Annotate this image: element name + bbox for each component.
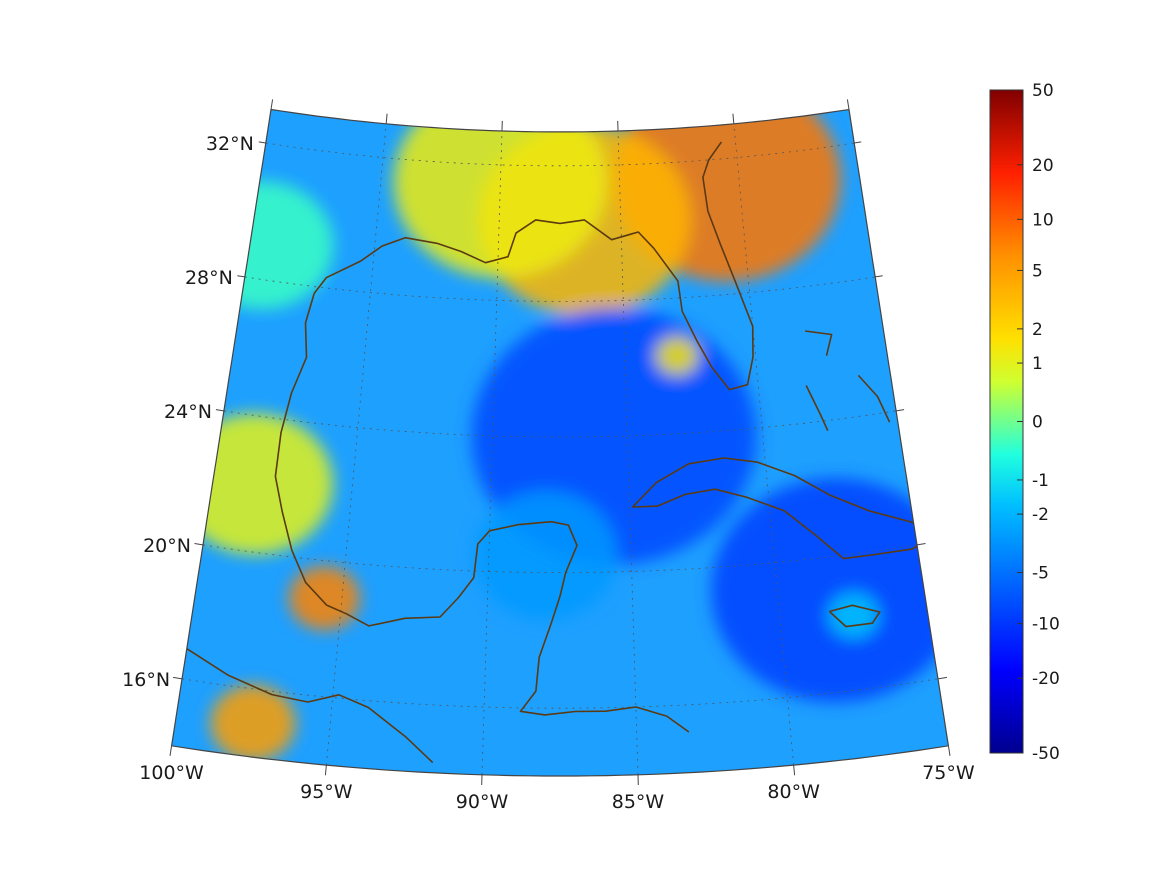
meridian-line <box>325 123 387 766</box>
colorbar-tick-label: 20 <box>1032 156 1054 176</box>
parallel-line <box>265 142 855 167</box>
map-panel: 100°W 95°W 90°W 85°W 80°W 75°W 32°N 28°N 24°N 20… <box>122 99 975 813</box>
lon-tick <box>385 113 388 124</box>
colorbar-tick-label: 0 <box>1032 413 1043 433</box>
lat-tick-label: 24°N <box>164 401 212 423</box>
colorbar-tick-label: 5 <box>1032 261 1043 281</box>
longitude-labels: 100°W 95°W 90°W 85°W 80°W 75°W <box>139 762 975 813</box>
lon-tick-label: 80°W <box>767 781 820 803</box>
field-blob <box>655 336 699 375</box>
parallel-line <box>223 410 897 438</box>
lon-tick-label: 90°W <box>456 791 509 813</box>
coastline <box>828 604 881 628</box>
coastline <box>274 293 690 733</box>
field-blob <box>191 181 334 310</box>
lon-tick-label: 85°W <box>612 791 665 813</box>
lon-tick <box>270 99 274 110</box>
field-blob <box>176 413 334 555</box>
coastline <box>804 330 833 356</box>
lat-tick <box>215 409 224 412</box>
colorbar-tick-label: -50 <box>1032 744 1060 764</box>
lon-tick <box>947 745 951 756</box>
meridian-line <box>617 130 639 775</box>
lon-tick-label: 95°W <box>300 781 353 803</box>
lat-tick <box>237 275 245 278</box>
latitude-labels: 32°N 28°N 24°N 20°N 16°N <box>122 133 254 691</box>
lat-tick <box>916 543 926 546</box>
field-blob <box>393 109 608 278</box>
colorbar-tick-label: -5 <box>1032 564 1049 584</box>
lat-tick <box>172 676 183 680</box>
lon-tick-label: 100°W <box>139 762 204 784</box>
field-blob <box>474 491 617 620</box>
lat-tick-label: 16°N <box>122 669 170 691</box>
colorbar-tick-label: 50 <box>1032 81 1054 101</box>
lon-tick <box>846 99 850 110</box>
lat-tick <box>896 409 905 412</box>
coastline <box>857 374 891 423</box>
coastline <box>313 141 754 391</box>
colorbar-tick-label: -2 <box>1032 505 1049 525</box>
colorbar-tick-label: -1 <box>1032 471 1049 491</box>
map-frame <box>170 108 950 777</box>
meridian-line <box>481 130 503 775</box>
colorbar-tick-label: 10 <box>1032 210 1054 230</box>
field-blob <box>210 684 296 762</box>
lat-tick-label: 20°N <box>143 535 191 557</box>
field-blob <box>288 566 360 631</box>
colorbar-tick-label: -10 <box>1032 615 1060 635</box>
colorbar-tick-label: 2 <box>1032 320 1043 340</box>
lon-tick <box>732 113 735 124</box>
lat-tick <box>854 141 862 144</box>
parallel-line <box>181 678 939 709</box>
coastline <box>805 385 829 432</box>
field-shading <box>176 109 949 762</box>
lat-tick <box>875 275 883 278</box>
lon-tick <box>169 745 173 756</box>
field-blob <box>711 478 949 703</box>
parallel-line <box>202 544 918 573</box>
lon-tick-label: 75°W <box>922 762 975 784</box>
lat-tick-label: 28°N <box>185 267 233 289</box>
lon-tick <box>793 765 796 776</box>
meridian-line <box>733 123 795 766</box>
lat-tick-label: 32°N <box>206 133 254 155</box>
parallel-line <box>244 276 876 302</box>
field-blob <box>828 592 879 638</box>
lon-tick <box>324 765 327 776</box>
lat-tick <box>194 543 204 546</box>
lat-tick <box>258 141 266 144</box>
lat-tick <box>937 676 948 680</box>
colorbar-tick-label: 1 <box>1032 354 1043 374</box>
colorbar-tick-label: -20 <box>1032 669 1060 689</box>
coastline <box>186 648 434 764</box>
frame-ticks <box>169 99 951 785</box>
